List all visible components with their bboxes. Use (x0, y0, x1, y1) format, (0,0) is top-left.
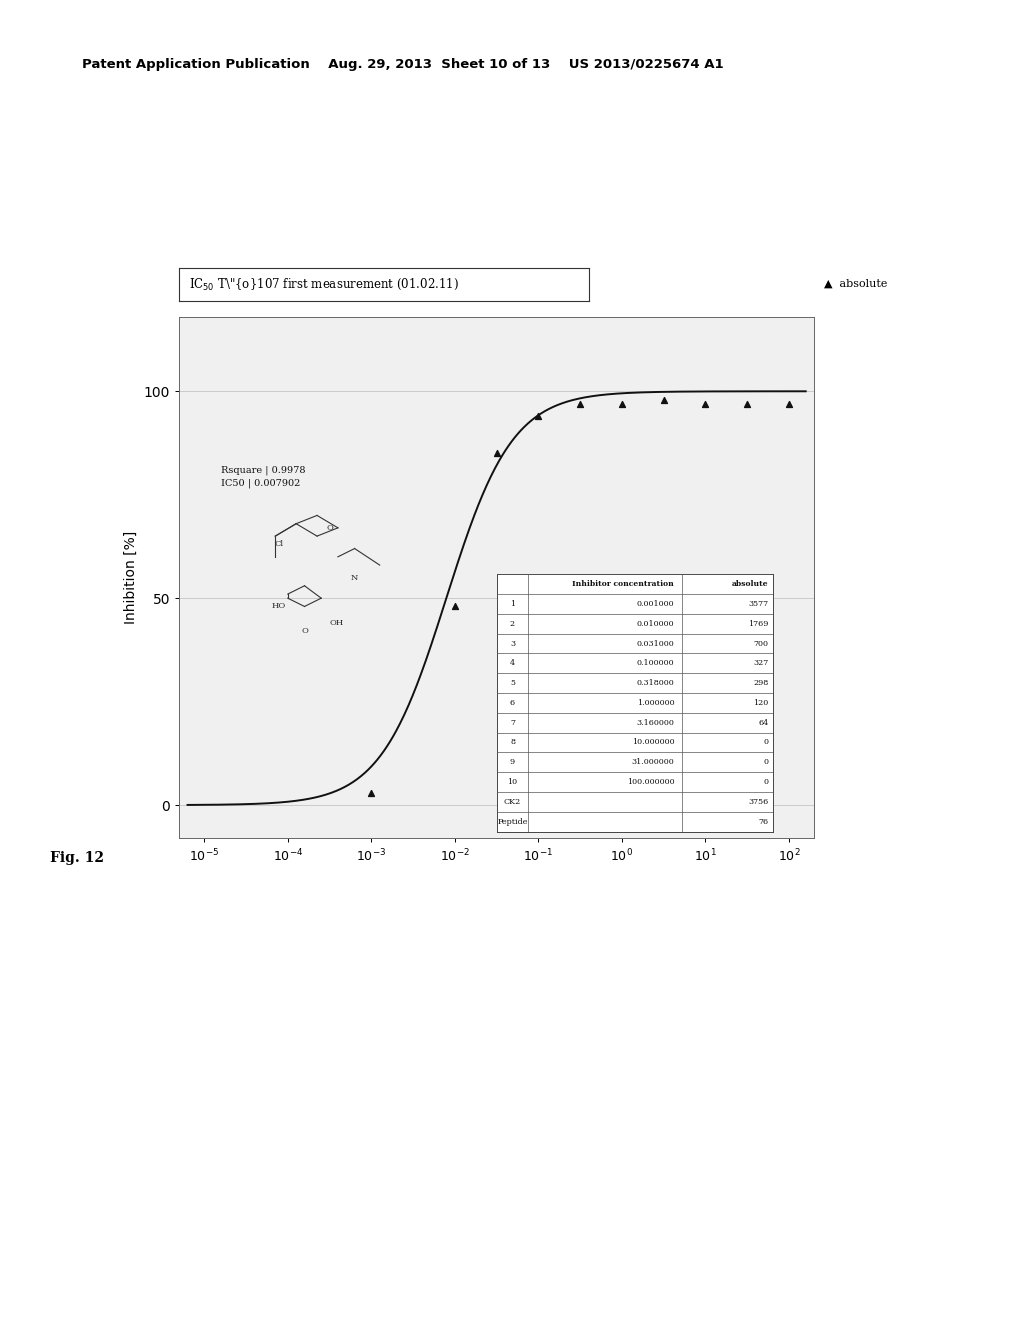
Text: 5: 5 (510, 678, 515, 688)
Text: 3.160000: 3.160000 (636, 718, 674, 727)
Text: 120: 120 (754, 698, 769, 708)
Text: OH: OH (330, 619, 344, 627)
Text: 700: 700 (754, 639, 769, 648)
Text: IC$_{50}$ T\"{o}107 first measurement (01.02.11): IC$_{50}$ T\"{o}107 first measurement (0… (189, 277, 460, 292)
Point (488, 442, 505, 463)
Text: Peptide: Peptide (498, 817, 527, 826)
Point (446, 595, 463, 616)
Text: Cl: Cl (274, 540, 284, 548)
Point (781, 393, 798, 414)
Text: CK2: CK2 (504, 797, 521, 807)
Text: Patent Application Publication    Aug. 29, 2013  Sheet 10 of 13    US 2013/02256: Patent Application Publication Aug. 29, … (82, 58, 724, 71)
Text: HO: HO (271, 602, 286, 610)
Text: 100.000000: 100.000000 (627, 777, 674, 787)
Text: 0.100000: 0.100000 (637, 659, 674, 668)
Text: 0.010000: 0.010000 (637, 619, 674, 628)
Text: 0.318000: 0.318000 (637, 678, 674, 688)
Text: 76: 76 (759, 817, 769, 826)
Y-axis label: Inhibition [%]: Inhibition [%] (124, 531, 138, 624)
Text: 10.000000: 10.000000 (632, 738, 674, 747)
Text: 31.000000: 31.000000 (632, 758, 674, 767)
Text: 3756: 3756 (749, 797, 769, 807)
Text: 1769: 1769 (749, 619, 769, 628)
Text: Fig. 12: Fig. 12 (50, 851, 103, 866)
Text: absolute: absolute (732, 579, 769, 589)
Text: O: O (326, 524, 333, 532)
Text: 2: 2 (510, 619, 515, 628)
Point (530, 405, 547, 426)
Text: 0: 0 (764, 738, 769, 747)
Point (697, 393, 714, 414)
Text: 10: 10 (508, 777, 517, 787)
Text: 327: 327 (754, 659, 769, 668)
Text: 3577: 3577 (749, 599, 769, 609)
Text: 6: 6 (510, 698, 515, 708)
Text: 9: 9 (510, 758, 515, 767)
Text: 0: 0 (764, 758, 769, 767)
Text: Rsquare | 0.9978
IC50 | 0.007902: Rsquare | 0.9978 IC50 | 0.007902 (221, 466, 305, 488)
Text: 3: 3 (510, 639, 515, 648)
Text: 0.031000: 0.031000 (637, 639, 674, 648)
Text: O: O (301, 627, 308, 635)
Point (739, 393, 756, 414)
Text: 1.000000: 1.000000 (637, 698, 674, 708)
Point (613, 393, 630, 414)
Point (572, 393, 589, 414)
Point (364, 783, 380, 804)
Text: 8: 8 (510, 738, 515, 747)
Text: 64: 64 (759, 718, 769, 727)
Text: 1: 1 (510, 599, 515, 609)
Text: ▲  absolute: ▲ absolute (824, 279, 888, 289)
Text: 0.001000: 0.001000 (637, 599, 674, 609)
Text: N: N (351, 573, 358, 582)
Text: 298: 298 (754, 678, 769, 688)
Text: 0: 0 (764, 777, 769, 787)
Text: 7: 7 (510, 718, 515, 727)
Text: 4: 4 (510, 659, 515, 668)
Point (655, 389, 672, 411)
Text: Inhibitor concentration: Inhibitor concentration (572, 579, 674, 589)
